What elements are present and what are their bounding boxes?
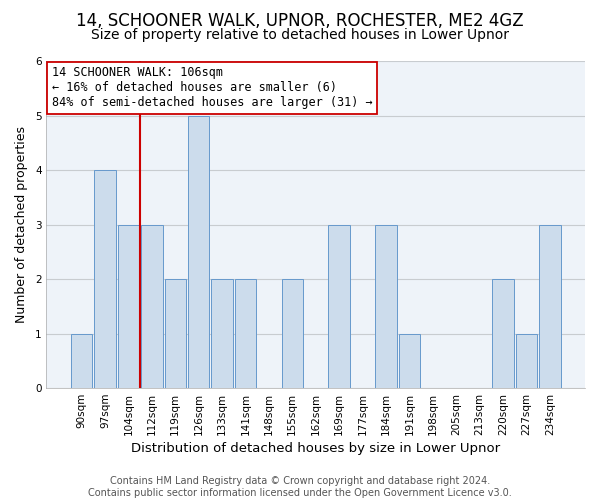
Text: Contains HM Land Registry data © Crown copyright and database right 2024.
Contai: Contains HM Land Registry data © Crown c… bbox=[88, 476, 512, 498]
Bar bbox=[141, 225, 163, 388]
Bar bbox=[492, 279, 514, 388]
Bar bbox=[235, 279, 256, 388]
Bar bbox=[94, 170, 116, 388]
Bar bbox=[328, 225, 350, 388]
Bar bbox=[211, 279, 233, 388]
Text: 14, SCHOONER WALK, UPNOR, ROCHESTER, ME2 4GZ: 14, SCHOONER WALK, UPNOR, ROCHESTER, ME2… bbox=[76, 12, 524, 30]
Bar bbox=[188, 116, 209, 388]
Bar bbox=[539, 225, 560, 388]
Bar bbox=[515, 334, 537, 388]
Bar bbox=[281, 279, 303, 388]
Bar bbox=[118, 225, 139, 388]
Text: Size of property relative to detached houses in Lower Upnor: Size of property relative to detached ho… bbox=[91, 28, 509, 42]
Bar bbox=[164, 279, 186, 388]
Bar bbox=[398, 334, 420, 388]
Y-axis label: Number of detached properties: Number of detached properties bbox=[15, 126, 28, 324]
Text: 14 SCHOONER WALK: 106sqm
← 16% of detached houses are smaller (6)
84% of semi-de: 14 SCHOONER WALK: 106sqm ← 16% of detach… bbox=[52, 66, 373, 110]
Bar bbox=[71, 334, 92, 388]
X-axis label: Distribution of detached houses by size in Lower Upnor: Distribution of detached houses by size … bbox=[131, 442, 500, 455]
Bar bbox=[375, 225, 397, 388]
